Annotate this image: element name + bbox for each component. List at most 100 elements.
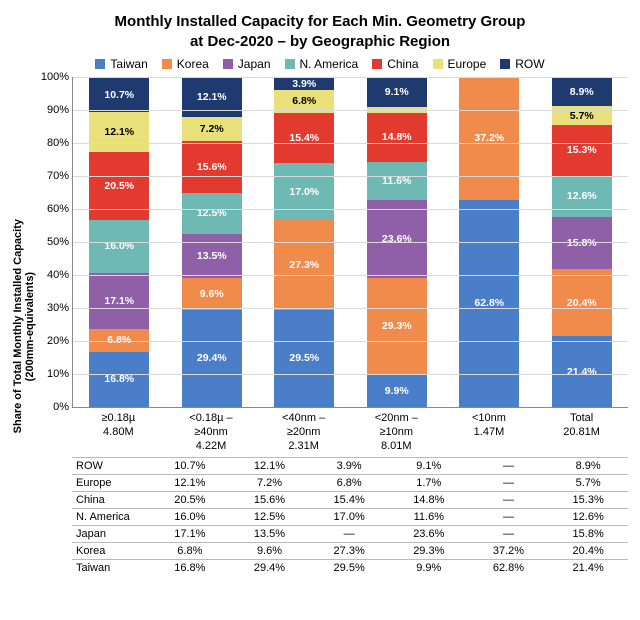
table-cell: — <box>469 492 549 509</box>
x-axis: ≥0.18µ 4.80M <0.18µ – ≥40nm 4.22M <40nm – … <box>72 412 628 453</box>
table-row: N. America16.0%12.5%17.0%11.6%—12.6% <box>72 509 628 526</box>
legend-item: Korea <box>162 57 209 71</box>
bar-segment: 20.4% <box>552 269 612 336</box>
table-cell: 14.8% <box>389 492 469 509</box>
x-category: <20nm – ≥10nm 8.01M <box>366 412 426 453</box>
legend-swatch <box>500 59 510 69</box>
table-cell: 6.8% <box>309 475 389 492</box>
table-cell: 29.4% <box>230 560 310 577</box>
table-cell: 11.6% <box>389 509 469 526</box>
table-cell: 37.2% <box>469 543 549 560</box>
table-cell: 1.7% <box>389 475 469 492</box>
legend-item: Europe <box>433 57 487 71</box>
table-cell: 62.8% <box>469 560 549 577</box>
legend-label: ROW <box>515 57 544 71</box>
table-row-header: Taiwan <box>72 560 150 577</box>
y-axis-label: Share of Total Monthly Installed Capacit… <box>12 219 36 433</box>
table-cell: 12.1% <box>150 475 230 492</box>
bar-segment: 15.3% <box>552 125 612 175</box>
y-tick: 0% <box>39 401 69 413</box>
bar-segment: 29.3% <box>367 278 427 375</box>
legend-item: ROW <box>500 57 544 71</box>
grid-line <box>73 176 628 177</box>
table-row: China20.5%15.6%15.4%14.8%—15.3% <box>72 492 628 509</box>
bar-segment: 14.8% <box>367 113 427 162</box>
grid-line <box>73 275 628 276</box>
table-row-header: Japan <box>72 526 150 543</box>
grid-line <box>73 110 628 111</box>
table-cell: — <box>469 509 549 526</box>
x-category: <0.18µ – ≥40nm 4.22M <box>181 412 241 453</box>
bar-segment: 9.6% <box>182 278 242 310</box>
table-cell: 29.3% <box>389 543 469 560</box>
table-cell: — <box>469 526 549 543</box>
table-row: ROW10.7%12.1%3.9%9.1%—8.9% <box>72 458 628 475</box>
grid-line <box>73 77 628 78</box>
bar-segment: 29.5% <box>274 310 334 407</box>
y-tick: 80% <box>39 137 69 149</box>
chart-title-line2: at Dec-2020 – by Geographic Region <box>190 33 450 50</box>
bar-segment: 15.6% <box>182 141 242 192</box>
table-cell: 12.6% <box>548 509 628 526</box>
table-cell: 27.3% <box>309 543 389 560</box>
legend-label: Japan <box>238 57 271 71</box>
y-tick: 100% <box>39 71 69 83</box>
legend-label: Korea <box>177 57 209 71</box>
table-cell: 17.1% <box>150 526 230 543</box>
bar-segment: 21.4% <box>552 336 612 407</box>
table-cell: — <box>309 526 389 543</box>
table-cell: 15.6% <box>230 492 310 509</box>
table-cell: 29.5% <box>309 560 389 577</box>
table-row-header: Korea <box>72 543 150 560</box>
plot: 16.8%6.8%17.1%16.0%20.5%12.1%10.7%29.4%9… <box>72 77 628 408</box>
legend-label: China <box>387 57 418 71</box>
legend-item: Japan <box>223 57 271 71</box>
bar-segment: 16.0% <box>89 220 149 273</box>
table-cell: 20.5% <box>150 492 230 509</box>
table-cell: 17.0% <box>309 509 389 526</box>
table-cell: 16.0% <box>150 509 230 526</box>
x-category: <40nm – ≥20nm 2.31M <box>274 412 334 453</box>
table-cell: 16.8% <box>150 560 230 577</box>
bar-segment: 3.9% <box>274 77 334 90</box>
legend-swatch <box>223 59 233 69</box>
table-cell: 7.2% <box>230 475 310 492</box>
grid-line <box>73 209 628 210</box>
table-cell: 15.8% <box>548 526 628 543</box>
table-cell: 15.3% <box>548 492 628 509</box>
bar-segment: 9.1% <box>367 77 427 107</box>
table-cell: 13.5% <box>230 526 310 543</box>
table-cell: — <box>469 475 549 492</box>
y-tick: 30% <box>39 302 69 314</box>
table-cell: — <box>469 458 549 475</box>
bar-segment: 12.5% <box>182 193 242 234</box>
table-cell: 5.7% <box>548 475 628 492</box>
legend-swatch <box>285 59 295 69</box>
bar-segment: 13.5% <box>182 234 242 279</box>
bar-segment: 12.1% <box>89 112 149 152</box>
bar-segment: 12.6% <box>552 176 612 218</box>
table-row: Taiwan16.8%29.4%29.5%9.9%62.8%21.4% <box>72 560 628 577</box>
table-cell: 15.4% <box>309 492 389 509</box>
table-cell: 6.8% <box>150 543 230 560</box>
legend-item: Taiwan <box>95 57 147 71</box>
chart-area: Share of Total Monthly Installed Capacit… <box>12 77 628 576</box>
y-tick: 20% <box>39 335 69 347</box>
bar-segment: 8.9% <box>552 77 612 106</box>
grid-line <box>73 242 628 243</box>
table-row-header: Europe <box>72 475 150 492</box>
bar-segment: 15.8% <box>552 217 612 269</box>
bar-segment: 10.7% <box>89 77 149 112</box>
bar-segment: 62.8% <box>459 200 519 407</box>
y-tick: 60% <box>39 203 69 215</box>
table-cell: 9.1% <box>389 458 469 475</box>
table-cell: 21.4% <box>548 560 628 577</box>
bar-segment: 15.4% <box>274 113 334 164</box>
table-row: Japan17.1%13.5%—23.6%—15.8% <box>72 526 628 543</box>
x-category: ≥0.18µ 4.80M <box>88 412 148 453</box>
x-category: <10nm 1.47M <box>459 412 519 453</box>
bar-segment: 9.9% <box>367 374 427 407</box>
chart-title-line1: Monthly Installed Capacity for Each Min.… <box>115 13 526 30</box>
table-cell: 10.7% <box>150 458 230 475</box>
bar-segment: 11.6% <box>367 162 427 200</box>
